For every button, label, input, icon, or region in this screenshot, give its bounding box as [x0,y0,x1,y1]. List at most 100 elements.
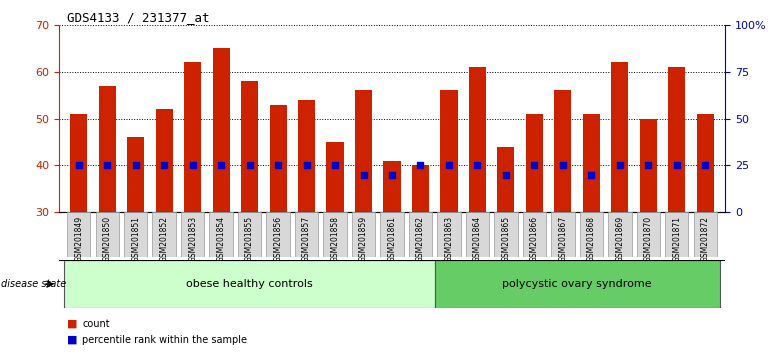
FancyBboxPatch shape [608,212,631,257]
Text: GSM201863: GSM201863 [445,216,453,262]
Text: GSM201854: GSM201854 [216,216,226,262]
Point [670,162,683,168]
Bar [554,90,572,212]
Text: GSM201869: GSM201869 [615,216,624,262]
Bar [441,90,458,212]
FancyBboxPatch shape [694,212,717,257]
Point [642,162,655,168]
Point [129,162,142,168]
FancyBboxPatch shape [267,212,290,257]
Bar [612,62,628,212]
FancyBboxPatch shape [67,212,90,257]
Bar [212,48,230,212]
FancyBboxPatch shape [523,212,546,257]
Text: GSM201871: GSM201871 [673,216,681,262]
Bar [270,104,287,212]
Text: GSM201862: GSM201862 [416,216,425,262]
Text: GSM201866: GSM201866 [530,216,539,262]
FancyBboxPatch shape [434,260,720,308]
Point [243,162,256,168]
Point [101,162,114,168]
FancyBboxPatch shape [181,212,205,257]
FancyBboxPatch shape [295,212,318,257]
Text: GSM201859: GSM201859 [359,216,368,262]
FancyBboxPatch shape [64,260,434,308]
FancyBboxPatch shape [551,212,575,257]
Text: GSM201852: GSM201852 [160,216,169,262]
Bar [526,114,543,212]
FancyBboxPatch shape [637,212,660,257]
Bar [668,67,685,212]
Text: GSM201864: GSM201864 [473,216,482,262]
Point [358,172,370,178]
Point [272,162,285,168]
FancyBboxPatch shape [96,212,119,257]
Bar [156,109,172,212]
Point [215,162,227,168]
Text: ■: ■ [67,335,77,345]
Bar [99,86,116,212]
Text: GSM201867: GSM201867 [558,216,568,262]
FancyBboxPatch shape [408,212,432,257]
Point [158,162,170,168]
Point [443,162,456,168]
Point [614,162,626,168]
Text: percentile rank within the sample: percentile rank within the sample [82,335,247,345]
Bar [184,62,201,212]
Bar [127,137,144,212]
FancyBboxPatch shape [124,212,147,257]
Point [414,162,426,168]
Bar [469,67,486,212]
Point [471,162,484,168]
FancyBboxPatch shape [494,212,517,257]
Text: GSM201849: GSM201849 [74,216,83,262]
Point [699,162,712,168]
Text: GSM201865: GSM201865 [502,216,510,262]
Text: GSM201856: GSM201856 [274,216,282,262]
Point [300,162,313,168]
Text: obese healthy controls: obese healthy controls [187,279,313,289]
Bar [383,161,401,212]
Bar [298,100,315,212]
Point [386,172,398,178]
Bar [497,147,514,212]
Text: GSM201855: GSM201855 [245,216,254,262]
Text: ■: ■ [67,319,77,329]
Text: count: count [82,319,110,329]
FancyBboxPatch shape [437,212,461,257]
Text: GSM201853: GSM201853 [188,216,197,262]
FancyBboxPatch shape [579,212,603,257]
Text: GSM201850: GSM201850 [103,216,111,262]
FancyBboxPatch shape [466,212,489,257]
Point [557,162,569,168]
Point [328,162,341,168]
Text: GSM201851: GSM201851 [131,216,140,262]
Bar [326,142,343,212]
Bar [355,90,372,212]
FancyBboxPatch shape [238,212,261,257]
Text: GSM201868: GSM201868 [587,216,596,262]
FancyBboxPatch shape [380,212,404,257]
FancyBboxPatch shape [665,212,688,257]
Text: GDS4133 / 231377_at: GDS4133 / 231377_at [67,11,209,24]
Bar [71,114,87,212]
Point [499,172,512,178]
Text: GSM201857: GSM201857 [302,216,311,262]
Bar [583,114,600,212]
Text: GSM201861: GSM201861 [387,216,397,262]
FancyBboxPatch shape [209,212,233,257]
Bar [412,165,429,212]
Bar [640,119,657,212]
Point [187,162,199,168]
Text: GSM201872: GSM201872 [701,216,710,262]
Bar [241,81,258,212]
FancyBboxPatch shape [323,212,347,257]
Point [72,162,85,168]
Text: GSM201858: GSM201858 [331,216,339,262]
Point [585,172,597,178]
FancyBboxPatch shape [352,212,376,257]
Text: polycystic ovary syndrome: polycystic ovary syndrome [503,279,652,289]
Bar [697,114,713,212]
Point [528,162,541,168]
Text: disease state: disease state [1,279,66,289]
